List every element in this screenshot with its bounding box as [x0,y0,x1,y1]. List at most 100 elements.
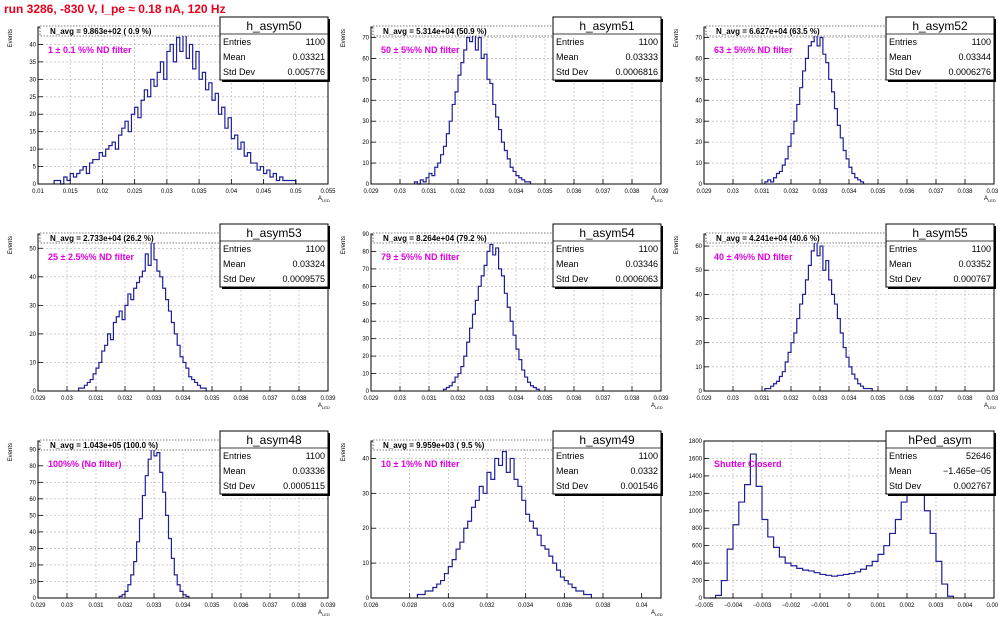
stats-row-label: Mean [556,259,579,269]
x-tick-label: 0.038 [624,396,640,402]
stats-row-label: Mean [556,466,579,476]
x-tick-label: 0.037 [595,189,611,195]
x-tick-label: 0.03 [442,603,454,609]
y-tick-label: 60 [362,56,369,62]
y-axis-label: Events [674,29,680,47]
x-tick-label: 0.034 [508,189,524,195]
y-tick-label: 10 [695,161,702,167]
stats-row-label: Mean [223,52,246,62]
stats-title: h_asym52 [912,19,968,33]
navg-text: N_avg = 8.264e+04 (79.2 %) [383,234,487,243]
stats-row-value: 0.03321 [292,52,325,62]
x-tick-label: 0.032 [783,189,799,195]
stats-title: h_asym51 [579,19,635,33]
x-tick-label: 0.034 [175,396,191,402]
x-tick-label: 0.037 [262,396,278,402]
filter-annotation: 10 ± 1%% ND filter [381,459,460,469]
x-tick-label: 0.033 [812,189,828,195]
stats-row-value: 0.0006063 [615,274,658,284]
y-tick-label: 30 [29,77,36,83]
stats-row-value: 0.03346 [625,259,658,269]
y-tick-label: 70 [362,267,369,273]
x-tick-label: 0.045 [256,189,272,195]
y-tick-label: 10 [29,147,36,153]
stats-title: h_asym54 [579,226,635,240]
x-tick-label: 0.029 [363,396,379,402]
stats-box [552,223,662,288]
x-tick-label: 0.034 [518,603,534,609]
x-tick-label: 0.035 [537,189,553,195]
x-tick-label: 0.037 [928,396,944,402]
x-tick-label: 0.033 [479,189,495,195]
stats-row-value: 1100 [972,37,991,47]
navg-text: N_avg = 2.733e+04 (26.2 %) [50,234,154,243]
y-tick-label: 200 [692,579,703,585]
histogram-panel-h_asym55: 0.029 0.03 0.031 0.032 0.033 0.034 0.035 0.036 0… [674,223,998,410]
stats-box [552,16,662,81]
x-tick-label: 0.029 [30,603,46,609]
x-tick-label: 0.029 [696,396,712,402]
x-tick-label: 0.04 [225,189,237,195]
stats-row-value: 0.03344 [958,52,991,62]
y-tick-label: 60 [695,56,702,62]
y-tick-label: 30 [29,303,36,309]
y-tick-label: 1000 [689,509,703,515]
y-tick-label: 1800 [689,439,703,445]
x-tick-label: 0.032 [450,189,466,195]
histogram-panel-h_asym51: 0.029 0.03 0.031 0.032 0.033 0.034 0.035 0.036 0… [341,16,669,203]
x-axis-label: ALED [651,403,663,410]
x-tick-label: 0.035 [204,603,220,609]
y-tick-label: 20 [695,341,702,347]
x-tick-label: −0.002 [782,603,801,609]
y-tick-label: 80 [29,464,36,470]
stats-title: hPed_asym [908,433,971,447]
x-tick-label: 0.032 [117,396,133,402]
y-tick-label: 800 [692,526,703,532]
stats-row-label: Mean [223,259,246,269]
y-tick-label: 10 [362,561,369,567]
stats-row-label: Std Dev [889,67,922,77]
y-tick-label: 50 [362,302,369,308]
x-tick-label: 0.033 [479,396,495,402]
y-tick-label: 20 [29,332,36,338]
x-tick-label: 0.036 [233,396,249,402]
x-tick-label: 0.026 [363,603,379,609]
histogram-line [416,450,592,598]
y-axis-label: Events [341,236,347,254]
stats-row-label: Entries [223,244,252,254]
stats-row-value: 1100 [639,244,658,254]
filter-annotation: 40 ± 4%% ND filter [714,252,793,262]
x-tick-label: 0.034 [175,603,191,609]
x-tick-label: 0.004 [957,603,973,609]
y-tick-label: 70 [29,480,36,486]
x-tick-label: 0.036 [566,396,582,402]
stats-row-value: 0.03336 [292,466,325,476]
x-tick-label: 0.031 [754,189,770,195]
stats-box [219,16,329,81]
x-tick-label: 0.05 [290,189,302,195]
x-tick-label: 0.03 [394,396,406,402]
y-tick-label: 30 [695,119,702,125]
y-tick-label: 50 [29,513,36,519]
navg-text: N_avg = 9.863e+02 ( 0.9 %) [50,27,152,36]
stats-row-label: Entries [889,451,918,461]
y-tick-label: 90 [29,447,36,453]
y-tick-label: 1600 [689,456,703,462]
x-tick-label: 0.038 [957,189,973,195]
x-tick-label: −0.001 [811,603,830,609]
histogram-line [118,448,190,598]
x-tick-label: 0.033 [146,396,162,402]
x-tick-label: 0.034 [508,396,524,402]
x-tick-label: 0.031 [88,396,104,402]
page-title: run 3286, -830 V, I_pe ≈ 0.18 nA, 120 Hz [4,2,226,16]
x-tick-label: −0.004 [724,603,743,609]
y-tick-label: 0 [366,389,370,395]
stats-box [885,223,995,288]
y-tick-label: 90 [362,232,369,238]
y-tick-label: 20 [362,140,369,146]
y-tick-label: 60 [695,244,702,250]
stats-row-value: 1100 [306,451,325,461]
histogram-panel-h_asym54: 0.029 0.03 0.031 0.032 0.033 0.034 0.035 0.036 0… [341,223,669,410]
x-tick-label: 0.039 [986,396,998,402]
stats-row-label: Entries [556,37,585,47]
